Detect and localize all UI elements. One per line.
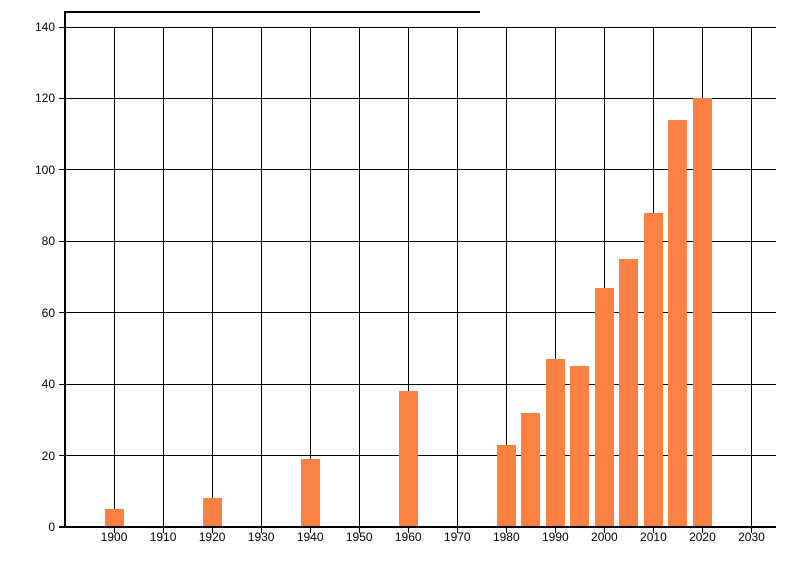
bar-1990 — [545, 359, 565, 527]
bar-1995 — [570, 366, 590, 527]
bar-1960 — [398, 391, 418, 527]
x-gridline — [554, 27, 556, 533]
x-tick-label: 1990 — [541, 530, 569, 544]
x-tick-label: 1900 — [100, 530, 128, 544]
x-tick-label: 1970 — [443, 530, 471, 544]
x-gridline — [162, 27, 164, 533]
y-tick-label: 140 — [34, 20, 55, 34]
x-gridline — [211, 27, 213, 533]
bar-1980 — [496, 444, 516, 527]
x-gridline — [456, 27, 458, 533]
y-gridline — [59, 169, 776, 171]
bar-2005 — [619, 259, 639, 527]
x-tick-label: 1960 — [394, 530, 422, 544]
bar-1920 — [202, 498, 222, 527]
y-tick-label: 0 — [48, 520, 55, 534]
y-tick-label: 100 — [34, 162, 55, 177]
y-tick-label: 20 — [41, 448, 55, 463]
y-axis — [64, 11, 66, 528]
plot-top-border-partial — [65, 11, 480, 13]
x-tick-label: 1950 — [345, 530, 373, 544]
x-tick-label: 2030 — [738, 530, 765, 544]
x-tick-label: 2000 — [591, 530, 618, 544]
y-gridline — [59, 26, 776, 28]
x-tick-label: 1910 — [149, 530, 177, 544]
bar-1900 — [104, 509, 124, 527]
x-tick-label: 2020 — [689, 530, 716, 544]
x-tick-label: 1930 — [247, 530, 275, 544]
y-tick-label: 80 — [41, 234, 55, 249]
y-tick-label: 120 — [34, 91, 55, 106]
x-gridline — [309, 27, 311, 533]
y-gridline — [59, 240, 776, 242]
bar-2015 — [668, 119, 688, 527]
y-tick-label: 60 — [41, 305, 55, 320]
x-tick-label: 2010 — [640, 530, 667, 544]
y-gridline — [59, 97, 776, 99]
x-tick-label: 1980 — [492, 530, 520, 544]
x-gridline — [505, 27, 507, 533]
x-gridline — [750, 27, 752, 533]
x-gridline — [260, 27, 262, 533]
bar-2000 — [594, 287, 614, 527]
y-gridline — [59, 312, 776, 314]
bar-2010 — [643, 212, 663, 527]
x-tick-label: 1940 — [296, 530, 324, 544]
bar-1985 — [521, 412, 541, 527]
bar-2020 — [692, 98, 712, 527]
x-gridline — [407, 27, 409, 533]
x-gridline — [113, 27, 115, 533]
x-axis — [59, 526, 776, 528]
bar-1940 — [300, 459, 320, 527]
x-gridline — [603, 27, 605, 533]
y-gridline — [59, 383, 776, 385]
x-gridline — [358, 27, 360, 533]
x-tick-label: 1920 — [198, 530, 226, 544]
y-tick-label: 40 — [41, 377, 55, 392]
